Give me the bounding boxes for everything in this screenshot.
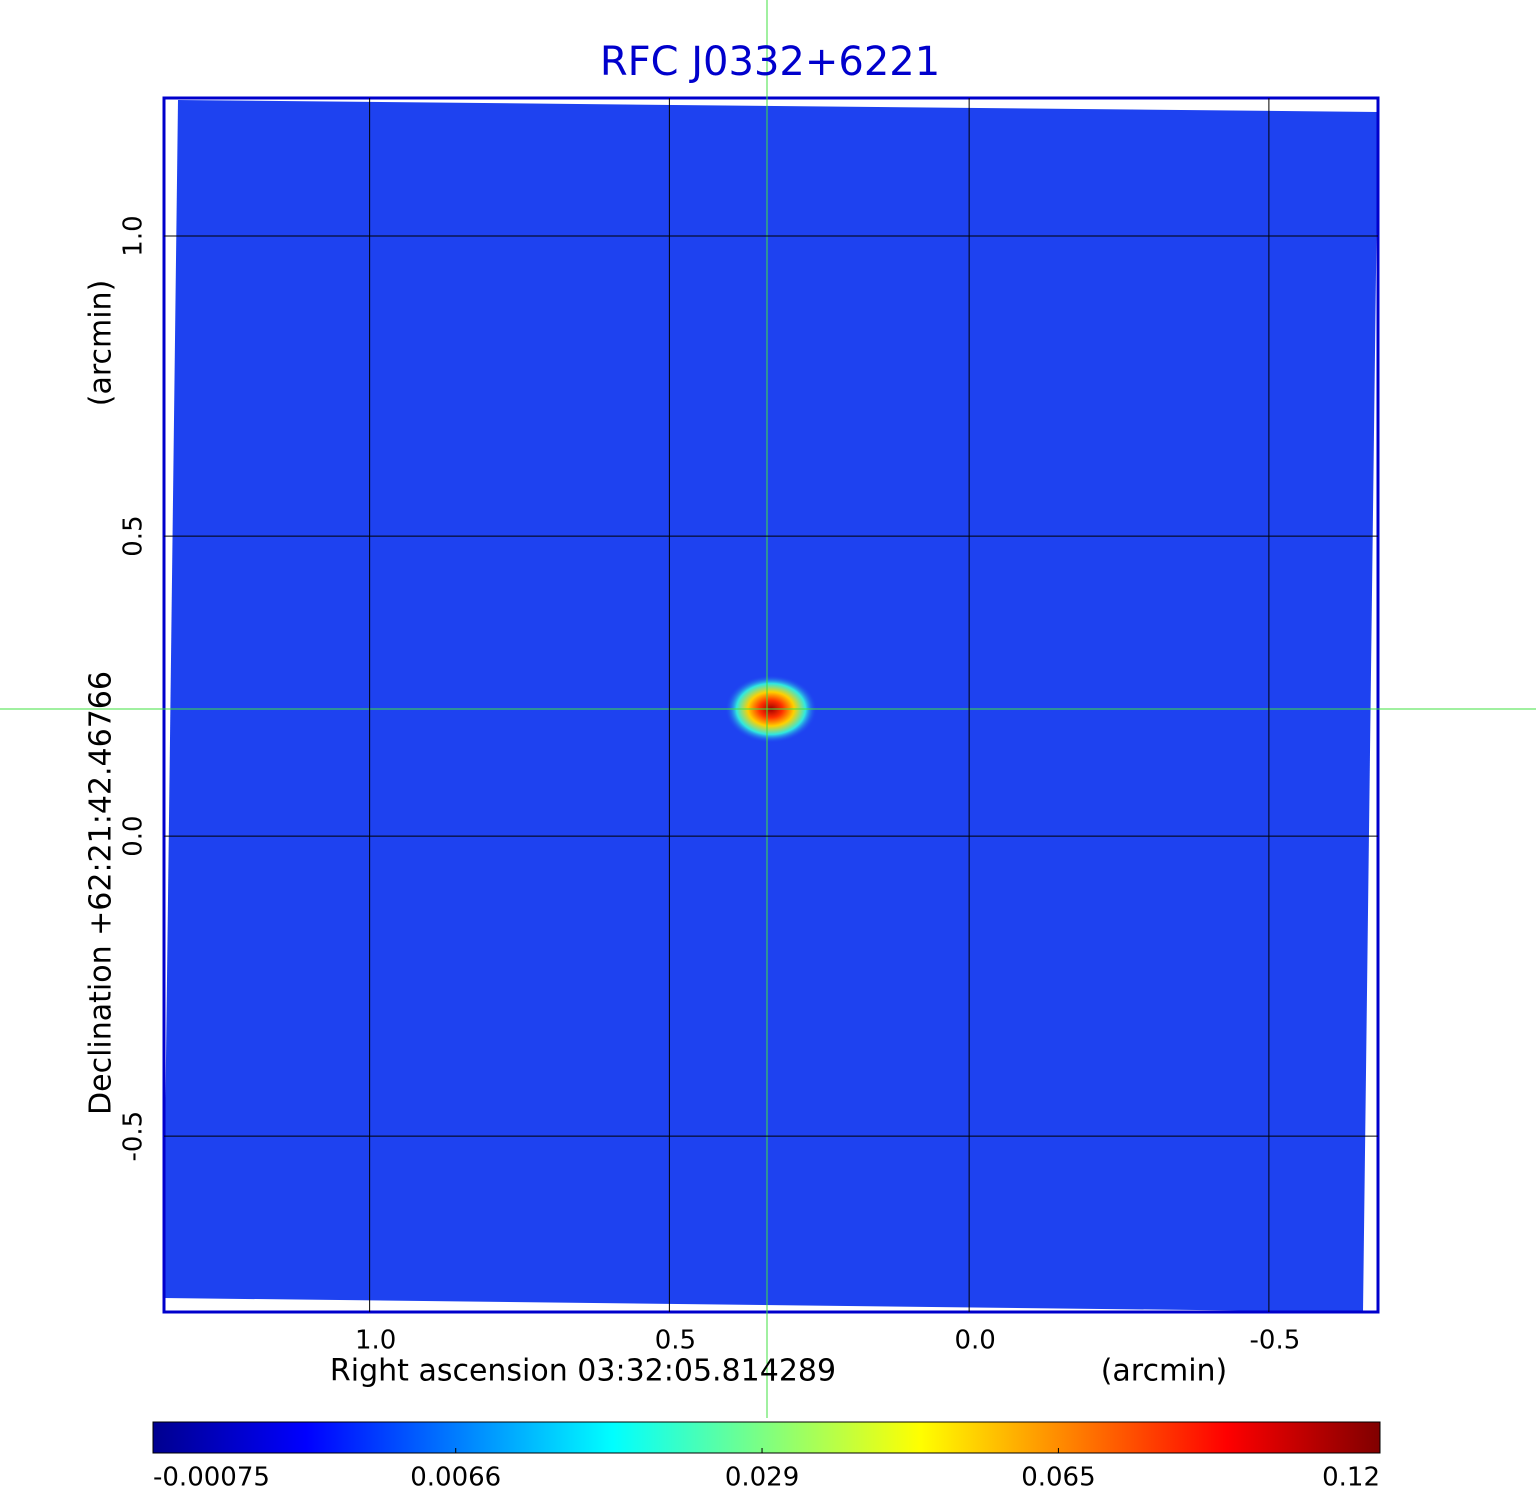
y-tick-label: 0.0	[119, 815, 149, 856]
y-tick-label: 0.5	[119, 515, 149, 556]
x-axis-label: Right ascension 03:32:05.814289	[330, 1354, 836, 1389]
x-tick-label: 0.0	[954, 1326, 995, 1356]
x-tick-label: 1.0	[355, 1326, 396, 1356]
y-tick-label: 1.0	[119, 215, 149, 256]
colorbar	[152, 1421, 1381, 1454]
x-axis-unit: (arcmin)	[1101, 1354, 1228, 1389]
colorbar-tick-label: 0.0066	[410, 1463, 501, 1493]
plot-area	[163, 100, 1378, 1312]
chart-title: RFC J0332+6221	[600, 39, 940, 85]
y-axis-label: Declination +62:21:42.46766	[84, 671, 119, 1115]
y-axis-unit: (arcmin)	[84, 280, 119, 407]
colorbar-tick-label: 0.029	[725, 1463, 799, 1493]
colorbar-tick-label: 0.12	[1322, 1463, 1380, 1493]
colorbar-tick-label: -0.00075	[153, 1463, 270, 1493]
plot-frame	[162, 96, 1380, 1314]
y-tick-label: -0.5	[119, 1111, 149, 1162]
colorbar-tick-label: 0.065	[1021, 1463, 1095, 1493]
x-tick-label: -0.5	[1250, 1326, 1301, 1356]
x-tick-label: 0.5	[655, 1326, 696, 1356]
